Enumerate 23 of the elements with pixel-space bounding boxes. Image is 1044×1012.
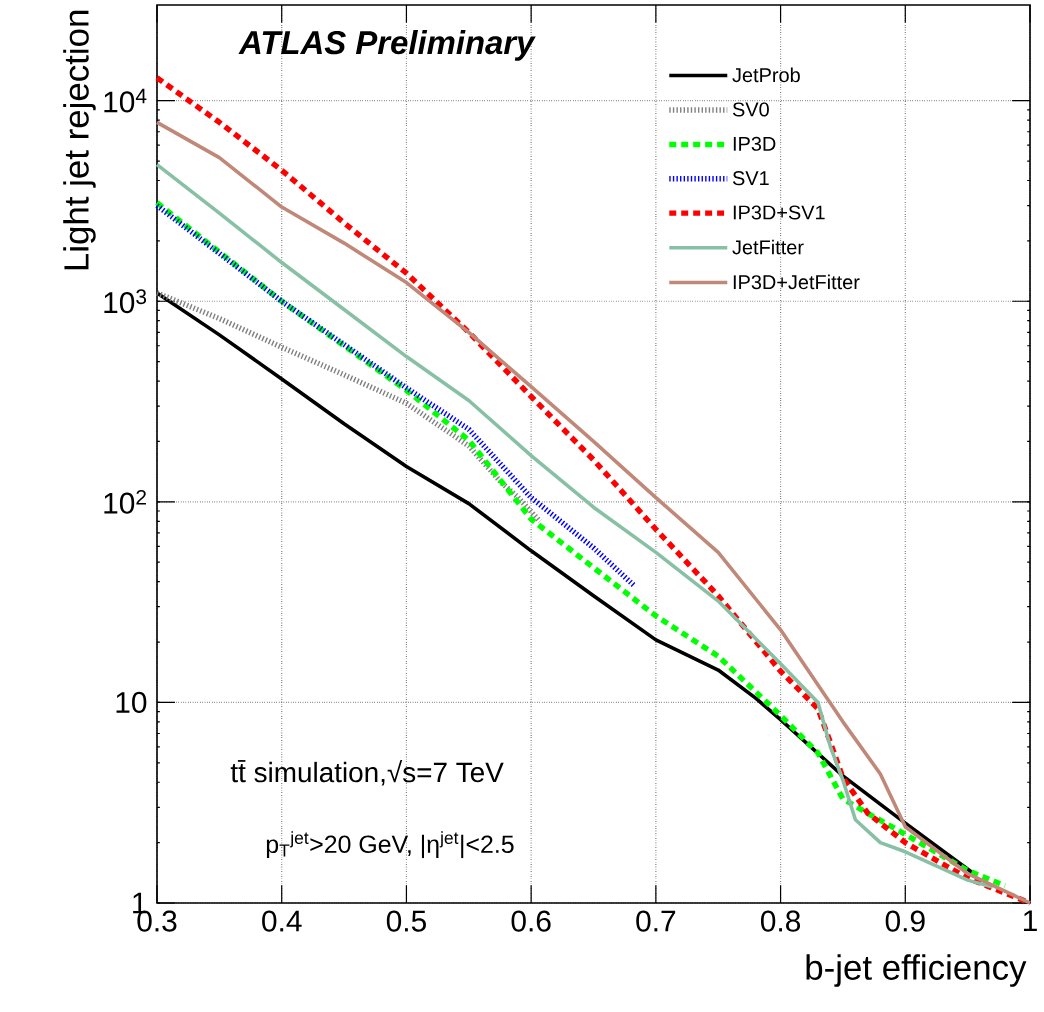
legend-label: SV0 [732,102,769,117]
y-tick-label: 10 [116,691,147,714]
x-axis-title: b-jet efficiency [806,954,1027,987]
annotation: tt̄ simulation,√s=7 TeV [230,759,504,786]
x-tick-label: 0.5 [386,910,426,932]
y-tick-label: 10$^{4}$ [104,88,147,113]
legend-label: IP3D [733,136,776,151]
x-tick-label: 0.4 [262,910,302,932]
annotation: ATLAS Preliminary [238,30,536,61]
x-tick-label: 1 [1023,910,1037,932]
y-tick-label: 10$^{3}$ [104,289,147,314]
x-tick-label: 0.9 [885,910,925,932]
legend-label: JetFitter [732,239,804,255]
legend-label: IP3D+SV1 [733,205,825,220]
legend-label: IP3D+JetFitter [733,274,860,290]
annotation: p$_{T}$$^{jet}$>20 GeV, |η$^{jet}$|<2.5 [266,831,514,859]
y-axis-title: Light jet rejection [63,10,96,270]
legend-label: SV1 [732,171,769,186]
x-tick-label: 0.8 [760,910,801,932]
x-tick-label: 0.6 [511,910,551,932]
y-tick-label: 10$^{2}$ [104,489,146,514]
legend-label: JetProb [732,67,800,83]
x-tick-label: 0.7 [636,910,676,932]
